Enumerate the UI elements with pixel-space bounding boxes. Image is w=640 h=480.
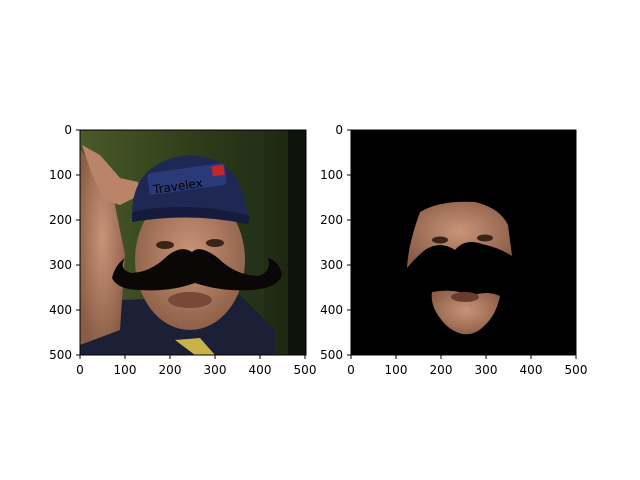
face-lower-segment: [431, 290, 500, 335]
left-x-tick-label: 200: [159, 363, 182, 377]
right-axes-frame: [350, 129, 577, 356]
left-y-tick-label: 100: [49, 168, 72, 182]
left-x-tick-label: 100: [114, 363, 137, 377]
right-y-tick-label: 100: [320, 168, 343, 182]
left-y-axis: 0 100 200 300 400 500: [49, 123, 80, 362]
right-y-tick-label: 500: [320, 348, 343, 362]
left-axes-frame: [79, 129, 307, 356]
right-x-axis: 0 100 200 300 400 500: [347, 355, 587, 377]
left-x-tick-label: 400: [249, 363, 272, 377]
right-y-axis: 0 100 200 300 400 500: [320, 123, 351, 362]
left-photo: Travelex: [80, 130, 306, 355]
right-x-tick-label: 300: [475, 363, 498, 377]
right-image-panel: 0 100 200 300 400 500 0 100 200 300 400 …: [320, 123, 587, 377]
left-y-tick-label: 400: [49, 303, 72, 317]
right-y-tick-label: 200: [320, 213, 343, 227]
right-x-tick-label: 500: [565, 363, 588, 377]
left-y-tick-label: 0: [64, 123, 72, 137]
right-x-tick-label: 200: [430, 363, 453, 377]
left-y-tick-label: 200: [49, 213, 72, 227]
left-y-tick-label: 300: [49, 258, 72, 272]
right-y-tick-label: 300: [320, 258, 343, 272]
left-x-tick-label: 500: [294, 363, 317, 377]
right-x-tick-label: 400: [520, 363, 543, 377]
right-x-tick-label: 0: [347, 363, 355, 377]
face-upper-segment: [407, 201, 512, 268]
right-x-tick-label: 100: [385, 363, 408, 377]
left-image-panel: Travelex 0 100 200 300 400 500: [49, 123, 316, 377]
left-y-tick-label: 500: [49, 348, 72, 362]
left-x-axis: 0 100 200 300 400 500: [76, 355, 316, 377]
left-x-tick-label: 300: [204, 363, 227, 377]
right-y-tick-label: 0: [335, 123, 343, 137]
right-photo: [351, 130, 576, 355]
mustache-shape: [112, 249, 282, 291]
right-y-tick-label: 400: [320, 303, 343, 317]
left-x-tick-label: 0: [76, 363, 84, 377]
